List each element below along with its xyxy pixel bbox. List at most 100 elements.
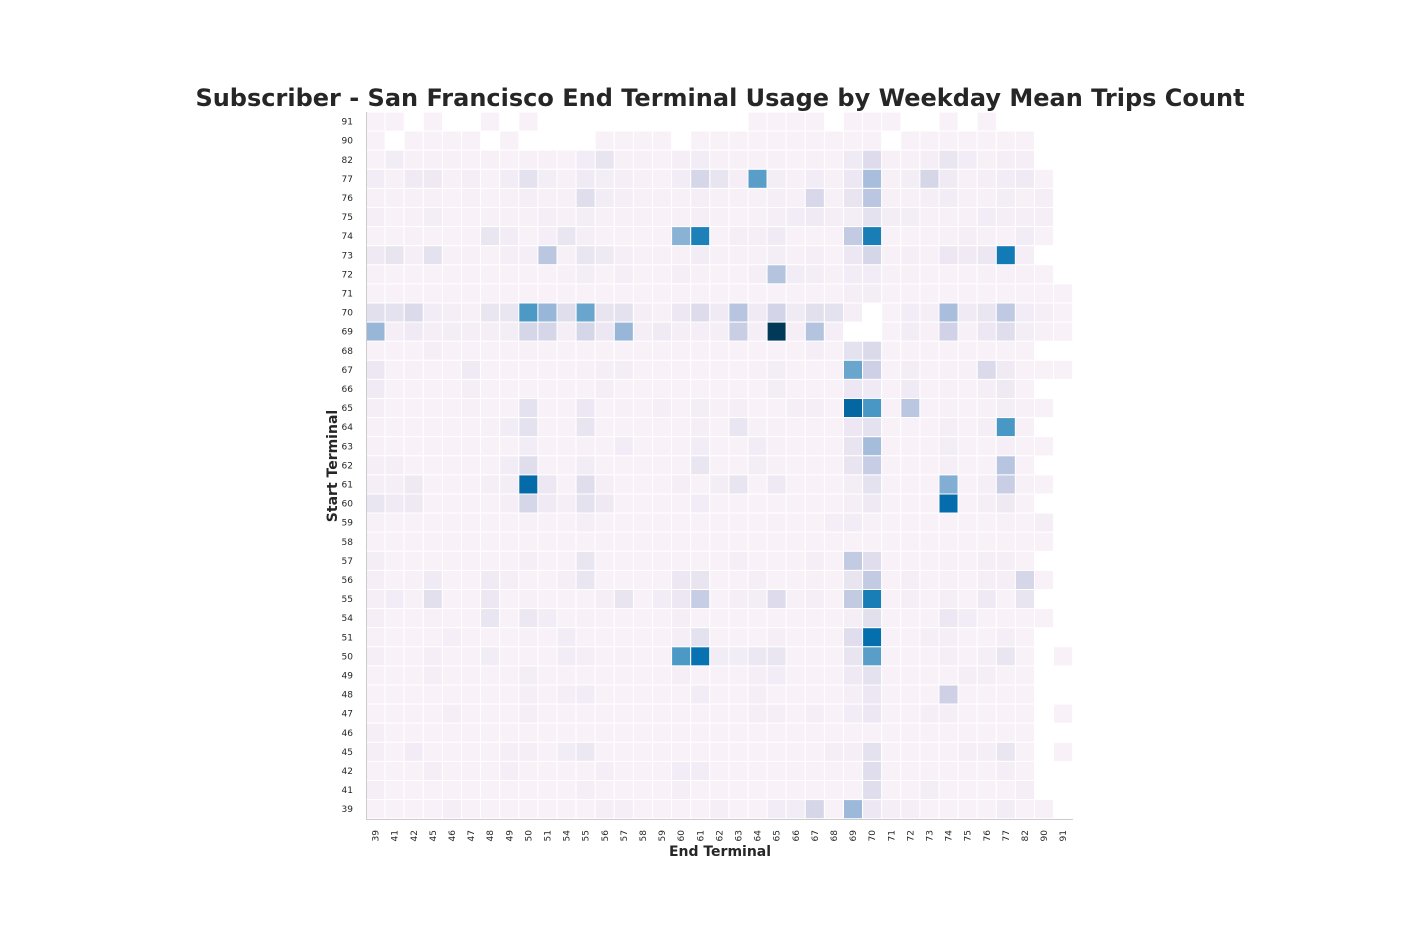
y-tick-label: 69 bbox=[342, 328, 354, 338]
x-tick-label: 67 bbox=[811, 830, 821, 841]
heatmap-cell-58-74 bbox=[938, 531, 959, 552]
heatmap-cell-76-76 bbox=[976, 187, 997, 208]
heatmap-cell-68-63 bbox=[728, 340, 749, 361]
y-tick-label: 51 bbox=[342, 633, 353, 643]
heatmap-cell-62-54 bbox=[556, 455, 577, 476]
heatmap-cell-75-90 bbox=[1034, 207, 1055, 228]
heatmap-cell-71-63 bbox=[728, 283, 749, 304]
heatmap-cell-51-57 bbox=[613, 627, 634, 648]
heatmap-cell-63-45 bbox=[422, 436, 443, 457]
heatmap-cell-46-48 bbox=[480, 722, 501, 743]
x-tick-label: 62 bbox=[715, 830, 725, 841]
heatmap-cell-61-39 bbox=[365, 474, 386, 495]
heatmap-cell-68-46 bbox=[441, 340, 462, 361]
heatmap-cell-70-45 bbox=[422, 302, 443, 323]
heatmap-cell-49-82 bbox=[1014, 665, 1036, 686]
heatmap-cell-68-69 bbox=[843, 340, 864, 361]
heatmap-cell-76-46 bbox=[441, 187, 462, 208]
heatmap-cell-70-82 bbox=[1014, 302, 1036, 323]
heatmap-cell-41-60 bbox=[671, 780, 692, 801]
heatmap-cell-49-46 bbox=[441, 665, 462, 686]
heatmap-cell-51-41 bbox=[384, 627, 405, 648]
heatmap-cell-55-68 bbox=[823, 589, 845, 610]
heatmap-cell-42-55 bbox=[575, 760, 596, 782]
heatmap-cell-68-39 bbox=[365, 340, 386, 361]
heatmap-cell-73-67 bbox=[804, 245, 825, 266]
heatmap-cell-48-49 bbox=[499, 684, 520, 705]
heatmap-cell-59-76 bbox=[976, 512, 997, 533]
heatmap-cell-91-65 bbox=[766, 111, 787, 132]
heatmap-cell-45-48 bbox=[480, 741, 501, 762]
heatmap-cell-71-67 bbox=[804, 283, 825, 304]
heatmap-cell-63-47 bbox=[461, 436, 482, 457]
heatmap-cell-59-65 bbox=[766, 512, 787, 533]
heatmap-cell-74-48 bbox=[480, 226, 501, 247]
heatmap-cell-90-58 bbox=[632, 130, 654, 151]
heatmap-cell-54-46 bbox=[441, 608, 462, 629]
heatmap-cell-47-77 bbox=[995, 703, 1016, 724]
heatmap-cell-39-62 bbox=[709, 799, 730, 820]
heatmap-cell-61-61 bbox=[690, 474, 711, 495]
heatmap-cell-67-59 bbox=[652, 359, 673, 380]
heatmap-cell-65-90 bbox=[1034, 398, 1055, 419]
heatmap-cell-46-68 bbox=[823, 722, 845, 743]
heatmap-cell-50-91 bbox=[1053, 646, 1074, 667]
heatmap-cell-57-61 bbox=[690, 550, 711, 571]
heatmap-cell-67-76 bbox=[976, 359, 997, 380]
heatmap-cell-67-57 bbox=[613, 359, 634, 380]
heatmap-cell-56-75 bbox=[957, 569, 978, 591]
heatmap-cell-90-77 bbox=[995, 130, 1016, 151]
heatmap-cell-39-64 bbox=[747, 799, 768, 820]
heatmap-cell-42-59 bbox=[652, 760, 673, 782]
heatmap-cell-55-64 bbox=[747, 589, 768, 610]
heatmap-cell-41-82 bbox=[1014, 780, 1036, 801]
heatmap-cell-67-75 bbox=[957, 359, 978, 380]
heatmap-cell-54-76 bbox=[976, 608, 997, 629]
heatmap-cell-74-68 bbox=[823, 226, 845, 247]
heatmap-cell-50-55 bbox=[575, 646, 596, 667]
heatmap-cell-56-62 bbox=[709, 569, 730, 591]
heatmap-cell-46-71 bbox=[881, 722, 902, 743]
heatmap-cell-68-55 bbox=[575, 340, 596, 361]
heatmap-cell-45-41 bbox=[384, 741, 405, 762]
heatmap-cell-48-72 bbox=[900, 684, 921, 705]
heatmap-cell-76-71 bbox=[881, 187, 902, 208]
heatmap-cell-61-63 bbox=[728, 474, 749, 495]
heatmap-cell-90-66 bbox=[785, 130, 806, 151]
heatmap-cell-62-46 bbox=[441, 455, 462, 476]
heatmap-cell-56-45 bbox=[422, 569, 443, 591]
heatmap-cell-64-60 bbox=[671, 417, 692, 438]
heatmap-cell-65-66 bbox=[785, 398, 806, 419]
heatmap-cell-50-54 bbox=[556, 646, 577, 667]
heatmap-cell-58-69 bbox=[843, 531, 864, 552]
heatmap-cell-50-76 bbox=[976, 646, 997, 667]
heatmap-cell-74-50 bbox=[518, 226, 539, 247]
heatmap-cell-71-50 bbox=[518, 283, 539, 304]
heatmap-cell-77-48 bbox=[480, 168, 501, 189]
heatmap-cell-58-39 bbox=[365, 531, 386, 552]
heatmap-cell-62-72 bbox=[900, 455, 921, 476]
heatmap-cell-74-82 bbox=[1014, 226, 1036, 247]
heatmap-cell-68-82 bbox=[1014, 340, 1036, 361]
heatmap-cell-62-64 bbox=[747, 455, 768, 476]
heatmap-cell-47-64 bbox=[747, 703, 768, 724]
heatmap-cell-62-59 bbox=[652, 455, 673, 476]
heatmap-cell-69-58 bbox=[632, 321, 654, 342]
heatmap-cell-60-48 bbox=[480, 493, 501, 514]
heatmap-cell-68-65 bbox=[766, 340, 787, 361]
heatmap-cell-77-76 bbox=[976, 168, 997, 189]
heatmap-cell-63-55 bbox=[575, 436, 596, 457]
heatmap-cell-73-68 bbox=[823, 245, 845, 266]
heatmap-cell-74-39 bbox=[365, 226, 386, 247]
heatmap-cell-82-64 bbox=[747, 149, 768, 170]
heatmap-cell-66-73 bbox=[919, 378, 940, 399]
heatmap-cell-59-47 bbox=[461, 512, 482, 533]
heatmap-cell-77-55 bbox=[575, 168, 596, 189]
heatmap-cell-76-58 bbox=[632, 187, 654, 208]
heatmap-cell-62-48 bbox=[480, 455, 501, 476]
heatmap-cell-69-66 bbox=[785, 321, 806, 342]
heatmap-cell-72-42 bbox=[403, 264, 424, 285]
heatmap-cell-45-55 bbox=[575, 741, 596, 762]
heatmap-cell-58-54 bbox=[556, 531, 577, 552]
